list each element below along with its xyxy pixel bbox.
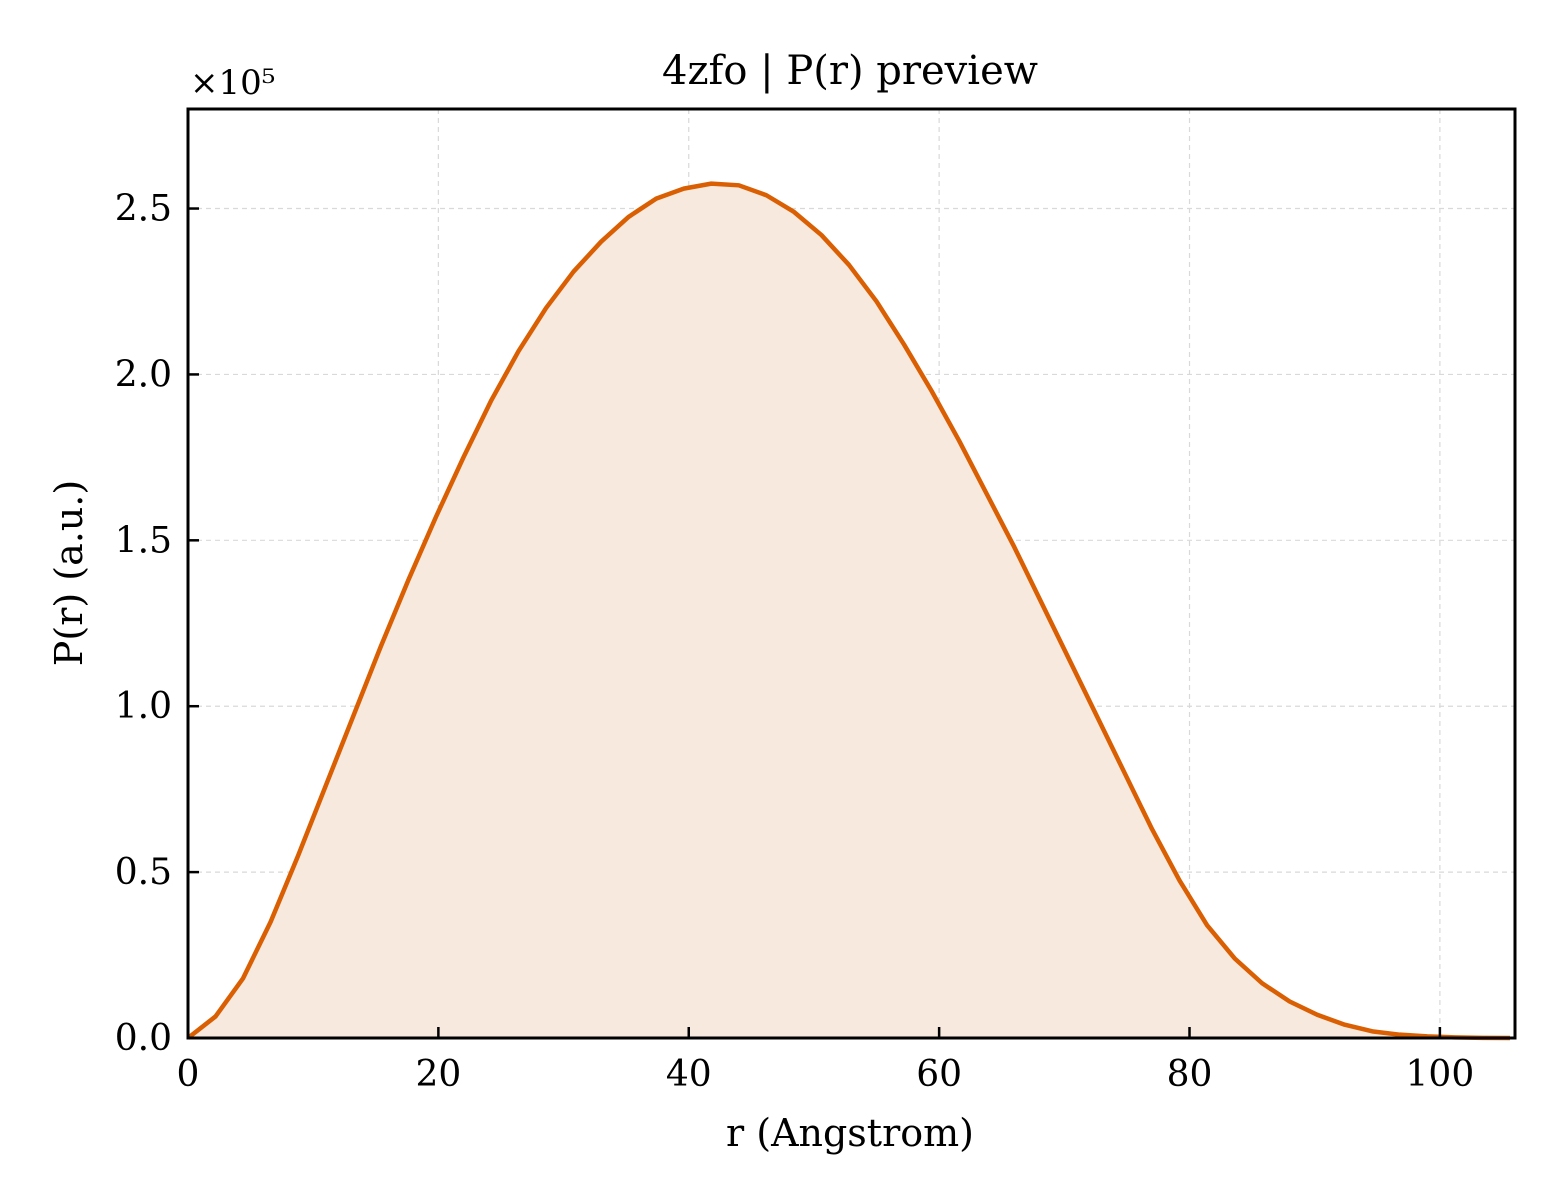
y-tick-label: 1.5	[115, 520, 172, 561]
y-axis-label: P(r) (a.u.)	[47, 480, 91, 666]
y-tick-label: 0.0	[115, 1018, 172, 1059]
x-tick-label: 0	[177, 1054, 200, 1095]
plot-frame	[186, 107, 1517, 1040]
y-tick-label: 2.5	[115, 189, 172, 230]
x-tick-label: 80	[1167, 1054, 1213, 1095]
axis-ticks: 0 20 40 60 80 100 0.0 0.5 1.0 1.5 2.0 2.5	[115, 189, 1475, 1095]
x-tick-label: 20	[415, 1054, 461, 1095]
pr-area-fill	[188, 183, 1510, 1038]
x-tick-label: 40	[666, 1054, 712, 1095]
y-tick-label: 1.0	[115, 686, 172, 727]
pr-curve	[186, 181, 1511, 1041]
y-multiplier-label: ×10⁵	[190, 63, 275, 103]
y-tick-label: 0.5	[115, 852, 172, 893]
chart-title: 4zfo | P(r) preview	[662, 48, 1038, 94]
x-tick-label: 100	[1406, 1054, 1475, 1095]
y-tick-label: 2.0	[115, 354, 172, 395]
x-tick-label: 60	[916, 1054, 962, 1095]
x-axis-label: r (Angstrom)	[726, 1111, 974, 1155]
